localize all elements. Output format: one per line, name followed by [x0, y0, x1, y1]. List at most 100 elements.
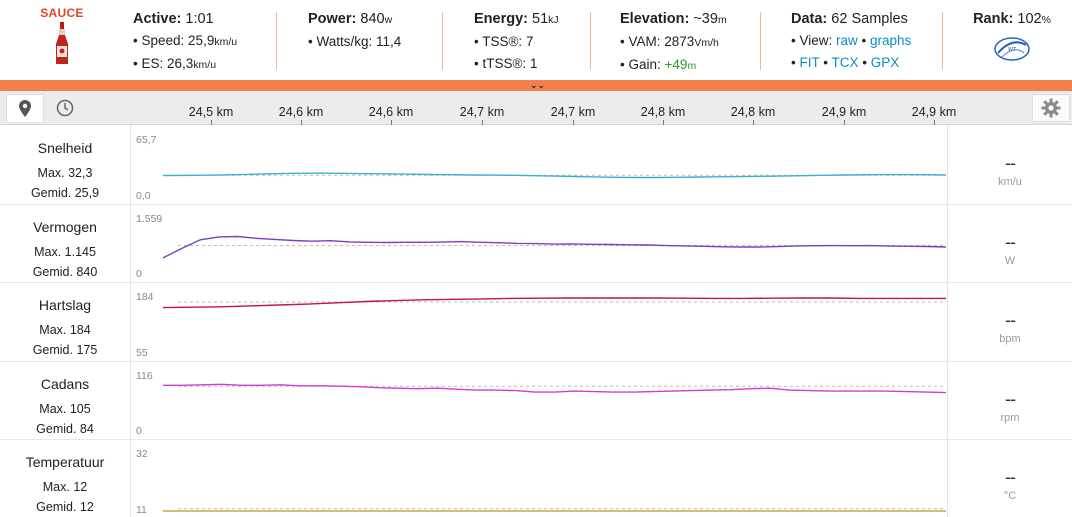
- row-name: Snelheid: [37, 140, 93, 156]
- rank-value: 102: [1017, 11, 1042, 27]
- logo-text: SAUCE: [40, 6, 84, 20]
- elevation-title: Elevation:: [620, 11, 690, 27]
- view-raw-link[interactable]: raw: [836, 33, 858, 48]
- active-title: Active:: [133, 11, 182, 27]
- x-tick-label: 24,9 km: [911, 105, 957, 119]
- y-max-label: 32: [136, 448, 148, 460]
- row-current-value: -- km/u: [948, 153, 1072, 188]
- speed-label: Speed:: [141, 33, 185, 48]
- gain-label: Gain:: [628, 57, 661, 72]
- sauce-bottle-icon: [56, 22, 68, 64]
- x-tick-mark: [663, 120, 664, 125]
- ttss-label: tTSS®:: [482, 56, 527, 71]
- row-divider: [0, 282, 1072, 283]
- tss-label: TSS®:: [482, 34, 523, 49]
- power-value: 840: [360, 11, 385, 27]
- plot-right-border: [947, 125, 948, 517]
- current-value: --: [1005, 388, 1016, 409]
- row-divider: [0, 360, 1072, 362]
- view-graphs-link[interactable]: graphs: [870, 33, 912, 48]
- row-label-temperatuur: Temperatuur Max. 12 Gemid. 12: [0, 454, 130, 517]
- gain-value: +49: [664, 57, 688, 72]
- row-avg: Gemid. 25,9: [30, 186, 100, 200]
- x-tick-label: 24,9 km: [821, 105, 867, 119]
- row-avg: Gemid. 840: [32, 264, 98, 279]
- wkg-label: Watts/kg:: [316, 34, 373, 49]
- current-unit: bpm: [999, 333, 1021, 345]
- sauce-logo[interactable]: SAUCE: [20, 6, 104, 66]
- tss-value: 7: [525, 34, 534, 49]
- vam-unit: Vm/h: [694, 37, 719, 49]
- time-tab-button[interactable]: [46, 94, 84, 122]
- world-tour-badge-icon[interactable]: WT: [992, 35, 1032, 63]
- series-line-cadans: [163, 383, 947, 394]
- collapse-bar[interactable]: [0, 80, 1072, 91]
- row-current-value: -- °C: [948, 467, 1072, 502]
- current-value: --: [1005, 231, 1016, 252]
- y-min-label: 0,0: [136, 189, 151, 202]
- x-tick-mark: [753, 120, 754, 125]
- x-tick-label: 24,8 km: [640, 105, 686, 119]
- current-unit: km/u: [998, 176, 1022, 188]
- vam-label: VAM:: [628, 34, 661, 49]
- row-label-hartslag: Hartslag Max. 184 Gemid. 175: [0, 297, 130, 360]
- es-unit: km/u: [193, 59, 217, 71]
- row-max: Max. 12: [42, 480, 88, 494]
- current-value: --: [1005, 310, 1016, 330]
- x-tick-mark: [573, 120, 574, 125]
- view-label: View:: [799, 33, 833, 48]
- chart-toolbar: 24,5 km 24,6 km 24,6 km 24,7 km 24,7 km 24,8 …: [0, 91, 1072, 125]
- y-max-label: 184: [136, 291, 154, 303]
- row-max: Max. 1.145: [34, 244, 96, 259]
- svg-text:WT: WT: [1008, 47, 1017, 53]
- active-value: 1:01: [185, 11, 214, 27]
- rank-stats: Rank: 102% WT: [962, 8, 1062, 63]
- row-divider: [0, 439, 1072, 440]
- wkg-value: 11,4: [376, 34, 402, 49]
- x-tick-mark: [934, 120, 935, 125]
- series-line-hartslag: [162, 297, 946, 309]
- row-avg: Gemid. 175: [32, 343, 98, 357]
- divider: [590, 12, 591, 70]
- rank-title: Rank:: [973, 11, 1014, 27]
- row-name: Temperatuur: [25, 454, 105, 470]
- export-tcx-link[interactable]: TCX: [831, 55, 859, 70]
- y-max-label: 116: [136, 369, 153, 382]
- data-value: 62 Samples: [831, 11, 908, 27]
- current-unit: W: [1004, 254, 1016, 267]
- x-tick-label: 24,7 km: [550, 105, 596, 119]
- series-line-vermogen: [162, 235, 947, 259]
- active-stats: Active: 1:01 • Speed: 25,9km/u • ES: 26,…: [133, 11, 238, 71]
- row-name: Vermogen: [33, 218, 97, 235]
- x-tick-mark: [844, 120, 845, 125]
- row-max: Max. 184: [39, 323, 91, 337]
- plot-left-border: [130, 125, 131, 517]
- power-unit: w: [384, 14, 393, 26]
- export-gpx-link[interactable]: GPX: [870, 55, 900, 70]
- map-tab-button[interactable]: [6, 94, 44, 122]
- es-value: 26,3: [167, 56, 194, 71]
- y-max-label: 65,7: [136, 134, 157, 146]
- row-avg: Gemid. 12: [36, 500, 94, 514]
- elevation-stats: Elevation: ~39m • VAM: 2873Vm/h • Gain: …: [620, 11, 727, 72]
- divider: [760, 12, 761, 70]
- energy-title: Energy:: [474, 11, 528, 27]
- rank-unit: %: [1041, 14, 1051, 26]
- gear-icon: [1041, 98, 1061, 118]
- map-marker-icon: [19, 100, 31, 117]
- row-label-cadans: Cadans Max. 105 Gemid. 84: [0, 376, 130, 439]
- x-tick-label: 24,7 km: [459, 105, 505, 119]
- x-tick-label: 24,5 km: [188, 105, 234, 119]
- row-name: Cadans: [40, 375, 90, 392]
- chevron-down-icon[interactable]: ⌄⌄: [530, 80, 546, 90]
- clock-icon: [56, 99, 74, 117]
- row-name: Hartslag: [38, 297, 92, 313]
- settings-button[interactable]: [1032, 94, 1070, 122]
- x-tick-mark: [482, 120, 483, 125]
- export-fit-link[interactable]: FIT: [799, 55, 820, 70]
- row-divider: [0, 203, 1072, 205]
- energy-value: 51: [532, 11, 549, 27]
- power-stats: Power: 840w • Watts/kg: 11,4: [308, 11, 402, 49]
- divider: [442, 12, 443, 70]
